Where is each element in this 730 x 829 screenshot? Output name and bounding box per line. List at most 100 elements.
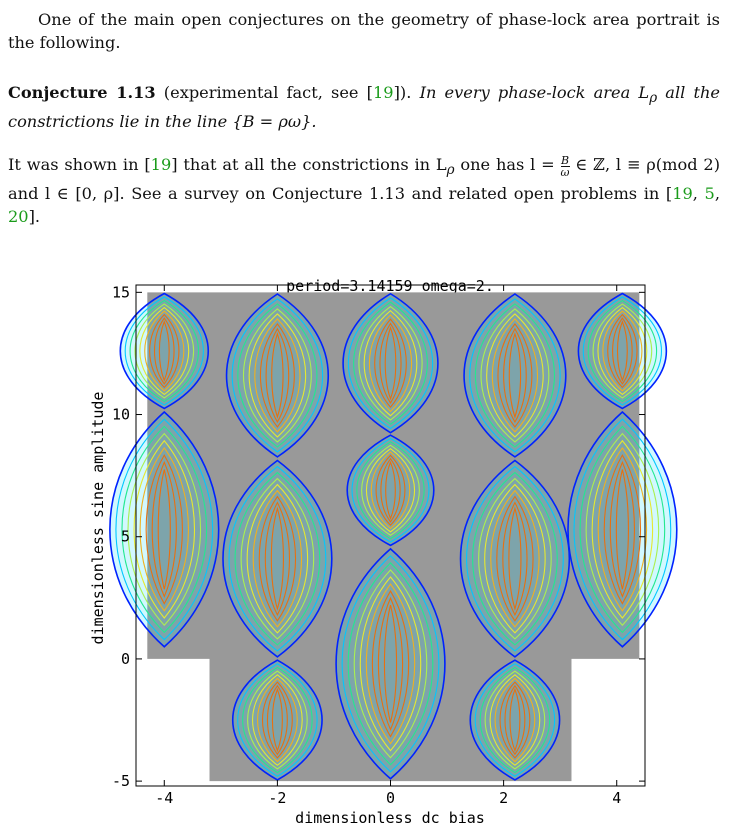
contour-line [242,666,313,774]
contour-line [341,555,440,773]
contour-line [353,301,428,425]
contour-line [231,659,323,781]
contour-line [603,454,641,605]
contour-line [237,663,318,777]
contour-line [264,501,290,617]
contour-line [479,666,551,774]
y-tick-label: 5 [121,528,130,546]
contour-line [151,460,177,598]
conjecture-statement: In every phase-lock area Lρ all the cons… [8,83,720,132]
contour-line [124,296,204,406]
contour-line [567,410,678,648]
citation-link[interactable]: 19 [672,184,693,204]
contour-line [577,292,668,410]
contour-line [478,477,552,640]
contour-line [592,303,653,399]
contour-line [342,292,439,434]
contour-line [504,684,526,756]
plot-frame [135,284,646,787]
contour-line [222,459,333,658]
contour-line [579,425,666,634]
grey-region [147,292,640,782]
x-tick-label: -4 [155,789,173,807]
contour-line [247,670,308,770]
contour-line [615,469,629,590]
contour-line [472,471,558,646]
contour-line [591,439,654,619]
citation-link[interactable]: 20 [8,207,29,227]
contour-line [466,465,564,652]
contour-line [491,318,539,433]
contour-line [602,310,643,392]
contour-line [597,447,648,612]
contour-line [486,313,544,438]
contour-line [234,471,321,646]
citation-link[interactable]: 19 [150,155,172,174]
contour-line [474,663,556,777]
contour-line [267,684,288,756]
contour-line [358,305,423,421]
contour-line [587,299,657,403]
contour-line [497,323,533,428]
contour-line [494,677,536,763]
contour-line [503,327,527,424]
contour-line [154,317,175,385]
contour-line [375,454,406,526]
contour-line [127,432,202,627]
contour-line [369,314,412,413]
contour-line [139,447,190,612]
contour-line [490,489,540,628]
contour-line [257,677,298,763]
contour-line [261,681,293,759]
contour-line [502,501,528,617]
contour-line [582,296,662,406]
contour-line [484,483,546,634]
contour-line [384,326,397,401]
contour-line [231,298,323,453]
y-tick-label: 15 [112,283,130,301]
intro-paragraph: One of the main open conjectures on the … [8,10,720,52]
contour-line [149,313,180,389]
contour-line [335,547,446,780]
contour-line [597,306,648,396]
contour-line [609,460,636,598]
contour-line [242,308,312,443]
contour-line [246,483,309,634]
contour-line [225,293,330,458]
contour-line [379,322,402,404]
y-tick-label: 0 [121,650,130,668]
contour-line [366,448,415,533]
y-tick-label: 10 [112,406,130,424]
contour-line [585,432,660,627]
contour-line [347,297,434,430]
contour-line [474,303,556,448]
contour-line [359,576,422,752]
contour-line [508,332,522,419]
contour-line [616,320,628,382]
citation-link[interactable]: 19 [373,83,394,102]
contour-line [365,583,416,745]
contour-line [459,459,570,658]
contour-line [145,454,183,605]
contour-line [363,310,418,417]
contour-line [496,495,534,622]
contour-line [254,318,301,433]
contour-line [484,670,546,770]
contour-line [133,439,195,619]
y-axis-label: dimensionless sine amplitude [89,392,107,645]
citation-link[interactable]: 5 [704,184,715,204]
conjecture-note: (experimental fact, see [19]). [163,83,412,102]
contour-line [607,313,638,389]
contour-line [237,303,318,448]
contour-line [158,320,170,382]
contour-line [361,444,420,536]
contour-line [351,437,430,543]
chart-title: period=3.14159 omega=2. [286,277,494,295]
contour-line [258,495,297,622]
x-axis-label: dimensionless dc bias [295,809,485,827]
contour-line [121,425,208,634]
x-tick-label: 0 [386,789,395,807]
contour-line [469,298,561,453]
